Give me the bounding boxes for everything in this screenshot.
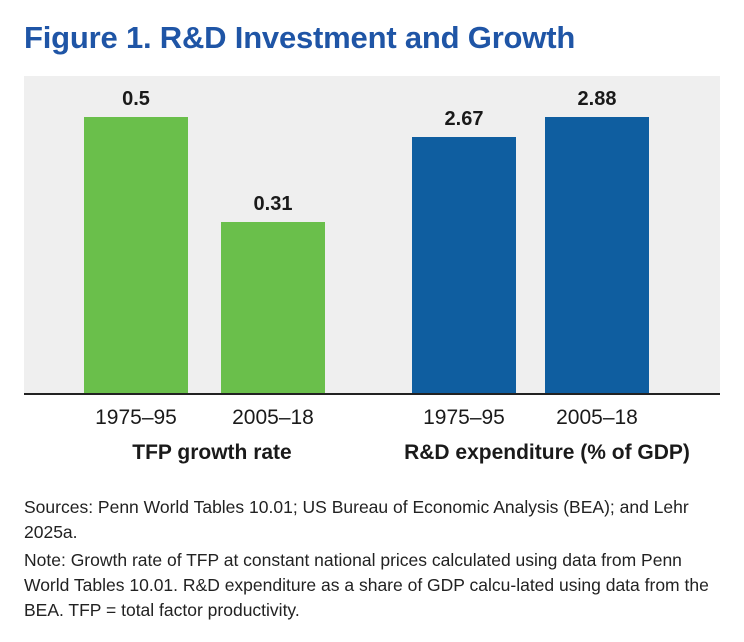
data-label-tfp-1975-95: 0.5 [122,88,150,110]
bar-rd-1975-95 [412,137,516,394]
bar-rd-2005-18 [545,117,649,394]
data-label-tfp-2005-18: 0.31 [253,193,293,215]
data-label-rd-2005-18: 2.88 [577,88,617,110]
tick-label-tfp-1975-95: 1975–95 [95,406,177,429]
tick-label-rd-1975-95: 1975–95 [423,406,505,429]
group-label-tfp: TFP growth rate [132,441,292,464]
footnote: Note: Growth rate of TFP at constant nat… [24,550,709,620]
sources-note: Sources: Penn World Tables 10.01; US Bur… [24,497,689,542]
bar-tfp-2005-18 [221,222,325,394]
tick-label-tfp-2005-18: 2005–18 [232,406,314,429]
bar-tfp-1975-95 [84,117,188,394]
tick-label-rd-2005-18: 2005–18 [556,406,638,429]
figure-title: Figure 1. R&D Investment and Growth [24,20,576,55]
notes: Sources: Penn World Tables 10.01; US Bur… [24,495,724,626]
data-label-rd-1975-95: 2.67 [444,108,484,130]
group-label-rd: R&D expenditure (% of GDP) [404,441,690,464]
x-axis-line [24,393,720,395]
